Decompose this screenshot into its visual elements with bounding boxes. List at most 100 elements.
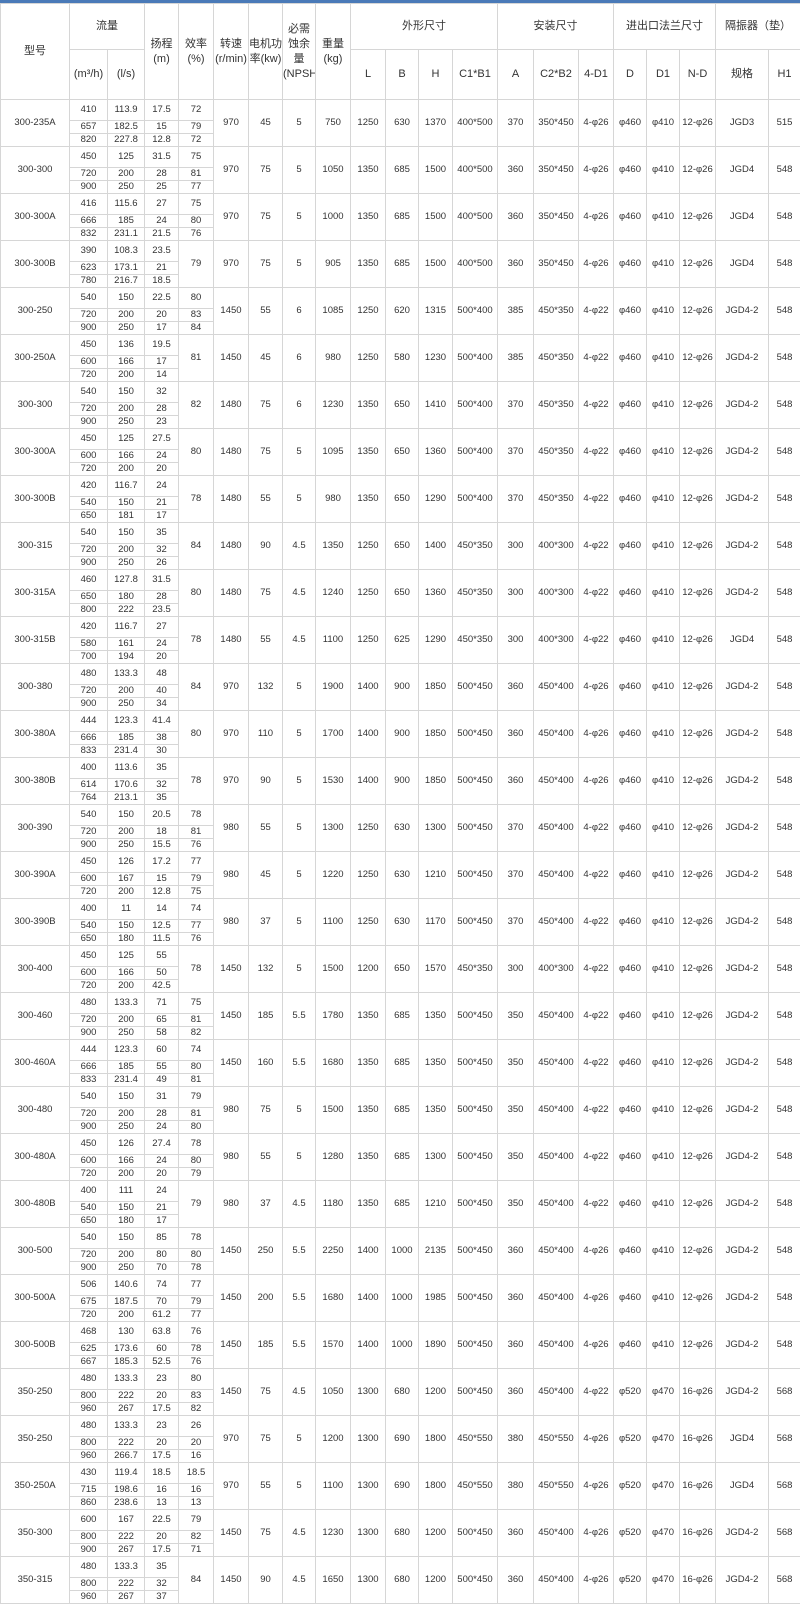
header-outline-dimensions: 外形尺寸 [351,4,498,50]
spec-cell: 5 [283,429,316,476]
spec-cell: 12-φ26 [680,429,716,476]
flow-m3h-cell: 540 [70,920,108,933]
spec-cell: φ470 [647,1557,680,1604]
spec-cell: 400*300 [534,946,579,993]
spec-cell: 5 [283,194,316,241]
model-cell: 300-315A [1,570,70,617]
spec-cell: 400*500 [453,241,498,288]
flow-m3h-cell: 900 [70,416,108,429]
spec-cell: 5 [283,899,316,946]
model-cell: 300-390B [1,899,70,946]
spec-cell: 16-φ26 [680,1463,716,1510]
model-cell: 300-500 [1,1228,70,1275]
spec-cell: 500*450 [453,1134,498,1181]
spec-cell: 380 [498,1463,534,1510]
spec-cell: φ460 [614,429,647,476]
head-cell: 23 [145,1369,179,1390]
header-sub-0: L [351,50,386,100]
flow-ls-cell: 250 [108,1121,145,1134]
flow-m3h-cell: 832 [70,228,108,241]
spec-cell: 385 [498,335,534,382]
spec-cell: 5 [283,805,316,852]
spec-cell: 500*450 [453,1040,498,1087]
spec-cell: φ460 [614,288,647,335]
spec-cell: φ460 [614,1040,647,1087]
flow-m3h-cell: 480 [70,664,108,685]
spec-cell: 548 [769,711,800,758]
flow-ls-cell: 119.4 [108,1463,145,1484]
spec-cell: 4-φ22 [579,335,614,382]
header-sub-10: 规格 [716,50,769,100]
head-cell: 11.5 [145,933,179,946]
head-cell: 27.4 [145,1134,179,1155]
spec-cell: 450*400 [534,1557,579,1604]
flow-ls-cell: 200 [108,168,145,181]
spec-cell: 12-φ26 [680,382,716,429]
efficiency-cell: 77 [179,1309,214,1322]
spec-cell: 4-φ26 [579,147,614,194]
head-cell: 12.8 [145,886,179,899]
head-cell: 17 [145,510,179,523]
flow-ls-cell: 250 [108,181,145,194]
spec-cell: 4-φ22 [579,523,614,570]
efficiency-cell: 84 [179,523,214,570]
head-cell: 20 [145,1390,179,1403]
flow-m3h-cell: 540 [70,1087,108,1108]
flow-ls-cell: 127.8 [108,570,145,591]
spec-cell: φ410 [647,429,680,476]
head-cell: 21.5 [145,228,179,241]
spec-cell: 1100 [316,899,351,946]
spec-cell: JGD4-2 [716,711,769,758]
flow-ls-cell: 181 [108,510,145,523]
flow-ls-cell: 108.3 [108,241,145,262]
spec-cell: 685 [386,194,419,241]
flow-m3h-cell: 900 [70,698,108,711]
spec-cell: 1000 [316,194,351,241]
spec-cell: φ520 [614,1463,647,1510]
spec-cell: 400*500 [453,100,498,147]
spec-cell: 1450 [214,1369,249,1416]
spec-cell: 1000 [386,1275,419,1322]
flow-ls-cell: 185 [108,215,145,228]
flow-ls-cell: 200 [108,1309,145,1322]
header-sub-2: H [419,50,453,100]
efficiency-cell: 78 [179,805,214,826]
head-cell: 20 [145,1168,179,1181]
head-cell: 24 [145,215,179,228]
spec-cell: JGD4-2 [716,1087,769,1134]
spec-cell: 500*450 [453,1275,498,1322]
spec-cell: φ410 [647,1040,680,1087]
efficiency-cell: 78 [179,758,214,805]
spec-cell: φ460 [614,711,647,758]
spec-cell: 1680 [316,1275,351,1322]
spec-cell: 500*450 [453,1557,498,1604]
efficiency-cell: 81 [179,168,214,181]
header-weight: 重量(kg) [316,4,351,100]
spec-cell: 970 [214,758,249,805]
spec-cell: 1450 [214,1228,249,1275]
flow-m3h-cell: 460 [70,570,108,591]
spec-cell: 370 [498,852,534,899]
spec-cell: 1290 [419,617,453,664]
spec-cell: φ470 [647,1369,680,1416]
spec-cell: 370 [498,476,534,523]
spec-cell: 500*400 [453,429,498,476]
spec-cell: 450*400 [534,664,579,711]
spec-cell: 5 [283,664,316,711]
spec-cell: 5 [283,100,316,147]
efficiency-cell: 76 [179,839,214,852]
model-cell: 300-235A [1,100,70,147]
flow-ls-cell: 222 [108,1578,145,1591]
flow-ls-cell: 150 [108,382,145,403]
spec-cell: 450*400 [534,1134,579,1181]
spec-cell: φ410 [647,335,680,382]
flow-ls-cell: 267 [108,1544,145,1557]
head-cell: 61.2 [145,1309,179,1322]
model-cell: 300-390 [1,805,70,852]
spec-cell: 1500 [316,1087,351,1134]
spec-cell: 4-φ22 [579,288,614,335]
spec-cell: 37 [249,899,283,946]
model-cell: 350-250 [1,1416,70,1463]
